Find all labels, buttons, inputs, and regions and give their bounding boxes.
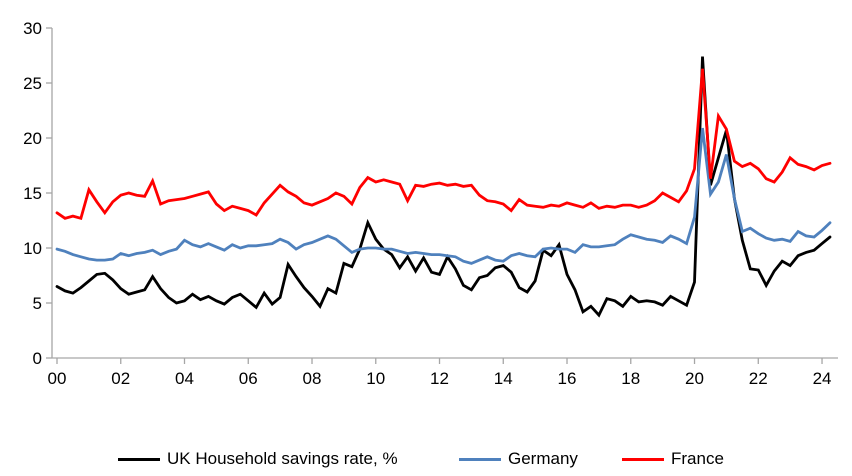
legend-swatch-germany-line	[459, 457, 501, 461]
legend-item-france: France	[622, 444, 724, 474]
x-tick-label: 18	[621, 369, 640, 388]
legend-label-uk: UK Household savings rate, %	[167, 449, 398, 468]
x-tick-label: 24	[813, 369, 832, 388]
legend-swatch-uk-line	[118, 457, 160, 461]
y-tick-label: 5	[33, 294, 42, 313]
x-tick-label: 22	[749, 369, 768, 388]
uk-series-line	[55, 56, 832, 318]
x-tick-label: 16	[558, 369, 577, 388]
x-tick-label: 08	[303, 369, 322, 388]
legend-item-uk: UK Household savings rate, %	[118, 444, 398, 474]
x-tick-label: 14	[494, 369, 513, 388]
axes: 0 5 10 15 20 25 30 00 02 04 06 08 10 12 14 16 18 20 22 24	[23, 19, 838, 388]
x-tick-label: 04	[175, 369, 194, 388]
y-tick-label: 25	[23, 74, 42, 93]
chart-legend: UK Household savings rate, % Germany Fra…	[0, 444, 852, 474]
legend-label-germany: Germany	[508, 449, 578, 468]
x-tick-label: 20	[685, 369, 704, 388]
legend-item-germany: Germany	[459, 444, 578, 474]
legend-swatch-france-line	[622, 457, 664, 461]
x-tick-label: 02	[111, 369, 130, 388]
y-tick-label: 0	[33, 349, 42, 368]
x-tick-label: 06	[239, 369, 258, 388]
france-series-line	[55, 68, 832, 221]
y-tick-label: 30	[23, 19, 42, 38]
germany-series-line	[55, 127, 832, 265]
legend-label-france: France	[671, 449, 724, 468]
x-tick-label: 00	[48, 369, 67, 388]
y-tick-label: 20	[23, 129, 42, 148]
x-tick-label: 10	[366, 369, 385, 388]
y-tick-label: 10	[23, 239, 42, 258]
x-tick-label: 12	[430, 369, 449, 388]
y-tick-label: 15	[23, 184, 42, 203]
